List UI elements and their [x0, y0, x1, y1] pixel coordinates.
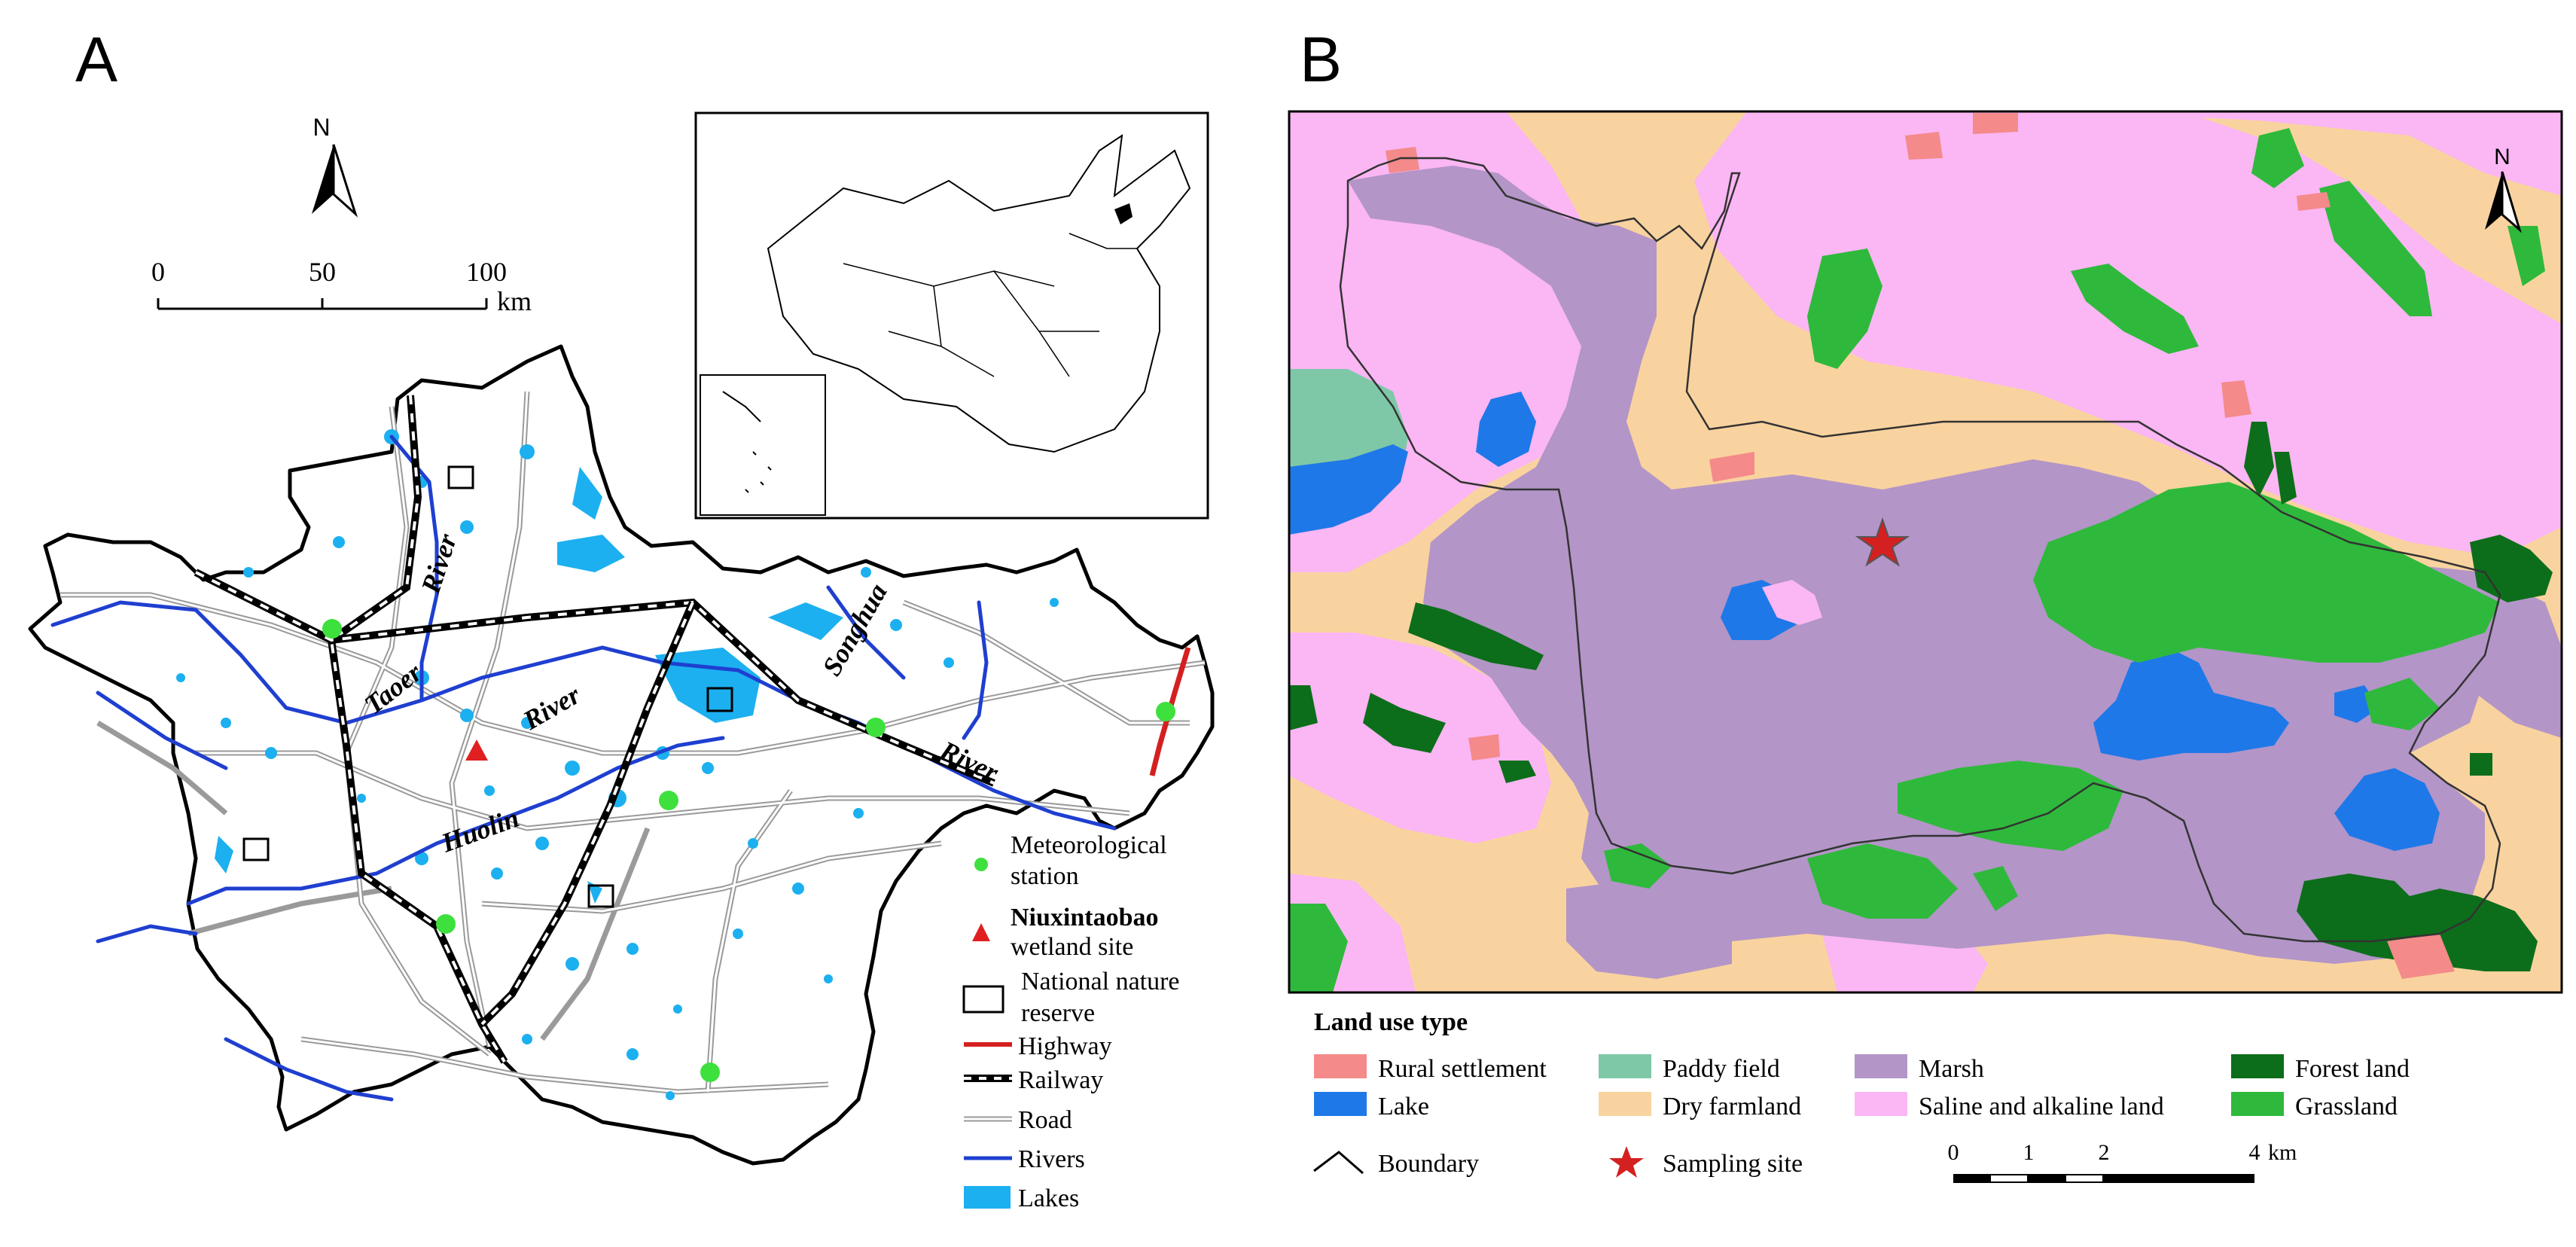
- panel-a-letter: A: [75, 24, 117, 95]
- legend-met-station-1: Meteorological: [1011, 831, 1167, 859]
- swatch-lake: [1314, 1092, 1367, 1116]
- legend-wetland-2: wetland site: [1011, 933, 1133, 961]
- north-arrow-icon: N: [312, 114, 358, 218]
- panel-b-legend: Land use type Rural settlement Lake Padd…: [1313, 1008, 2410, 1183]
- scale-bar: 0 50 100 km: [151, 257, 532, 316]
- north-arrow-right: [332, 144, 358, 218]
- scale-b-tick-0: 0: [1948, 1140, 1959, 1165]
- china-inset-map: [694, 111, 1209, 520]
- swatch-rural-settlement: [1314, 1054, 1367, 1078]
- legend-marsh: Marsh: [1919, 1055, 1984, 1083]
- legend-dry-farmland: Dry farmland: [1663, 1093, 1801, 1120]
- legend-rivers: Rivers: [1018, 1145, 1085, 1173]
- legend-sampling-site: Sampling site: [1663, 1150, 1803, 1178]
- north-arrow-left: [312, 145, 334, 214]
- panel-b-letter: B: [1300, 24, 1342, 95]
- legend-met-station-2: station: [1011, 862, 1079, 890]
- scale-tick-50: 50: [309, 257, 336, 287]
- south-china-sea-inset: [700, 374, 826, 516]
- boundary-line-icon: [1313, 1151, 1364, 1175]
- legend-grassland: Grassland: [2295, 1093, 2398, 1120]
- legend-wetland-1: Niuxintaobao: [1011, 904, 1159, 931]
- legend-paddy-field: Paddy field: [1663, 1055, 1780, 1083]
- swatch-paddy-field: [1599, 1054, 1651, 1078]
- national-nature-reserves: [242, 465, 733, 908]
- legend-title: Land use type: [1314, 1008, 1468, 1036]
- study-area-marker: [1114, 203, 1133, 224]
- swatch-saline-alkaline: [1855, 1092, 1907, 1116]
- scale-tick-0: 0: [151, 257, 165, 287]
- north-label-b: N: [2494, 145, 2510, 169]
- panel-a: A N 0 50 100 km: [28, 24, 1215, 1212]
- scale-tick-100: 100: [466, 257, 507, 287]
- star-icon: [1609, 1146, 1644, 1178]
- study-boundary: [1339, 157, 2501, 943]
- panel-b: B: [1288, 24, 2563, 1183]
- study-region-map: River Taoer River Huolin Songhua River: [28, 344, 1215, 1166]
- swatch-grassland: [2231, 1092, 2284, 1116]
- legend-railway: Railway: [1018, 1066, 1103, 1094]
- scale-b-tick-1: 1: [2023, 1140, 2035, 1165]
- meteorological-stations: [322, 619, 1175, 1082]
- legend-reserve-2: reserve: [1021, 999, 1095, 1027]
- niuxintaobao-wetland-site: [465, 739, 488, 761]
- legend-saline-alkaline: Saline and alkaline land: [1919, 1093, 2164, 1120]
- legend-highway: Highway: [1018, 1032, 1112, 1060]
- legend-boundary: Boundary: [1378, 1150, 1479, 1178]
- panel-a-legend: Meteorological station Niuxintaobao wetl…: [962, 831, 1180, 1212]
- scale-bar-b: 0 1 2 4 km: [1948, 1140, 2297, 1183]
- sampling-site-star: [1855, 517, 1910, 567]
- north-label: N: [312, 114, 330, 141]
- scale-b-tick-4: 4: [2249, 1140, 2260, 1165]
- rivers: [50, 434, 1117, 1102]
- legend-road: Road: [1018, 1106, 1072, 1134]
- legend-rural-settlement: Rural settlement: [1378, 1055, 1547, 1083]
- legend-forest-land: Forest land: [2295, 1055, 2410, 1083]
- scale-b-tick-2: 2: [2099, 1140, 2110, 1165]
- land-use-map: [1289, 111, 2562, 992]
- scale-b-unit: km: [2268, 1140, 2297, 1165]
- swatch-dry-farmland: [1599, 1092, 1651, 1116]
- legend-reserve-1: National nature: [1021, 968, 1180, 995]
- swatch-forest-land: [2231, 1054, 2284, 1078]
- north-arrow-icon: N: [2485, 145, 2522, 233]
- map-frame: [1288, 110, 2563, 994]
- scale-unit: km: [497, 286, 532, 316]
- legend-lake: Lake: [1378, 1093, 1429, 1120]
- legend-lakes: Lakes: [1018, 1184, 1079, 1212]
- railway: [194, 395, 995, 1064]
- swatch-marsh: [1855, 1054, 1907, 1078]
